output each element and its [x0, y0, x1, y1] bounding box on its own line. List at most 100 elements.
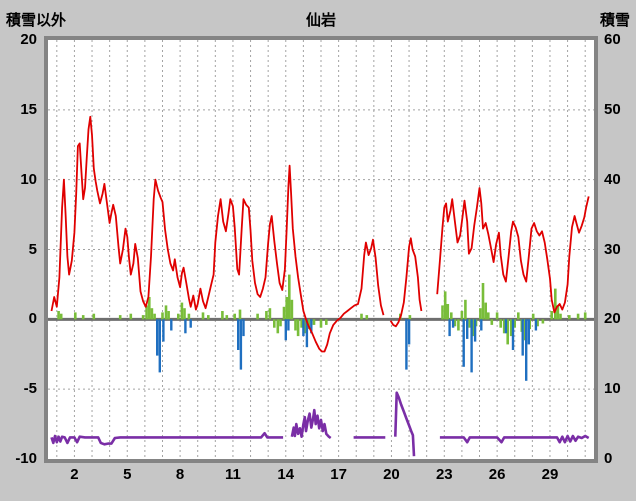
- green-bars-bar: [550, 311, 553, 320]
- blue-bars-bar: [156, 319, 159, 356]
- snow-depth-line: [50, 391, 590, 457]
- blue-bars-bar: [302, 319, 305, 337]
- green-bars-bar: [81, 315, 85, 320]
- x-tick-label: 11: [224, 466, 241, 483]
- green-bars-bar: [408, 315, 412, 320]
- x-tick-label: 2: [70, 466, 79, 483]
- x-tick-label: 17: [330, 466, 347, 483]
- x-tick-label: 29: [541, 466, 559, 483]
- green-bars-bar: [460, 311, 464, 320]
- green-bars-bar: [233, 313, 236, 320]
- green-bars-bar: [296, 319, 300, 337]
- chart-title: 仙岩: [305, 12, 336, 29]
- x-axis-ticks: 2 5 8 11 14 17 20 23 26 29: [0, 466, 636, 488]
- green-bars-bar: [583, 312, 587, 320]
- chart-plot: [48, 40, 594, 459]
- blue-bars-bar: [287, 319, 290, 331]
- green-bars-bar: [303, 319, 307, 334]
- y-axis-right-ticks: 60 50 40 30 20 10 0: [602, 0, 636, 501]
- green-bars-bar: [294, 319, 297, 331]
- green-bars-bar: [177, 313, 180, 320]
- green-bars-bar: [319, 319, 323, 328]
- blue-bars-bar: [162, 319, 165, 342]
- green-bars-bar: [487, 312, 490, 320]
- green-bars-bar: [74, 312, 77, 320]
- green-bars-bar: [57, 311, 60, 320]
- green-bars-bar: [568, 315, 571, 320]
- blue-bars-bar: [525, 319, 528, 381]
- green-bars-bar: [238, 309, 242, 320]
- left-axis-title: 積雪以外: [6, 12, 67, 29]
- green-bars-bar: [499, 319, 502, 328]
- blue-bars-bar: [242, 319, 245, 337]
- green-bars-bar: [531, 313, 535, 320]
- green-bars-bar: [472, 319, 475, 337]
- green-bars-bar: [161, 312, 164, 320]
- green-bars-bar: [360, 313, 363, 320]
- right-axis-title: 積雪: [599, 12, 630, 29]
- green-bars-bar: [517, 312, 520, 320]
- y-left-tick-label: 0: [28, 310, 37, 328]
- green-bars-bar: [506, 319, 509, 345]
- green-bars-bar: [325, 319, 328, 325]
- y-left-tick-label: 10: [20, 170, 37, 188]
- green-bars-bar: [187, 313, 191, 320]
- green-bars-bar: [207, 315, 210, 320]
- green-bars-bar: [556, 305, 560, 320]
- y-left-tick-label: -5: [23, 380, 37, 398]
- y-left-tick-label: 5: [28, 240, 37, 258]
- green-bars-bar: [268, 308, 272, 320]
- blue-bars-bar: [527, 319, 530, 345]
- green-bars-bar: [559, 313, 562, 320]
- y-right-tick-label: 40: [604, 170, 621, 188]
- green-bars-bar: [312, 319, 316, 325]
- green-bars-bar: [183, 308, 186, 320]
- green-bars-bar: [450, 312, 453, 320]
- green-bars-bar: [221, 311, 224, 320]
- green-bars-bar: [365, 315, 369, 320]
- green-bars-bar: [145, 305, 148, 320]
- green-bars-bar: [201, 312, 205, 320]
- green-bars-bar: [285, 297, 288, 320]
- x-tick-label: 5: [123, 466, 132, 483]
- y-left-tick-label: 15: [20, 100, 37, 118]
- green-bars-bar: [554, 288, 557, 320]
- y-right-tick-label: 0: [604, 450, 613, 467]
- blue-bars-bar: [189, 319, 192, 328]
- y-left-tick-label: 20: [20, 31, 37, 48]
- green-bars-bar: [265, 311, 268, 320]
- green-bars-bar: [279, 319, 282, 327]
- blue-bars-bar: [239, 319, 243, 370]
- blue-bars-bar: [237, 319, 240, 350]
- x-tick-label: 20: [383, 466, 400, 483]
- blue-bars-bar: [305, 319, 309, 348]
- x-tick-label: 8: [175, 466, 185, 483]
- green-bars-bar: [446, 304, 450, 320]
- green-bars-bar: [300, 319, 303, 328]
- green-bars-bar: [288, 274, 291, 320]
- blue-bars-bar: [504, 319, 508, 334]
- blue-bars-bar: [158, 319, 161, 373]
- green-bars-bar: [273, 319, 276, 328]
- green-bars-bar: [490, 319, 494, 325]
- blue-bars-bar: [470, 319, 473, 373]
- green-bars-bar: [576, 313, 580, 320]
- green-bars-bar: [129, 313, 133, 320]
- green-bars-bar: [509, 319, 513, 337]
- green-bars-bar: [513, 319, 516, 328]
- green-bars-bar: [453, 319, 457, 327]
- y-right-tick-label: 50: [604, 100, 621, 118]
- green-bars-bar: [141, 315, 145, 320]
- blue-bars-bar: [451, 319, 455, 328]
- green-bars-bar: [167, 311, 170, 320]
- blue-bars-bar: [521, 319, 524, 356]
- blue-bars-bar: [405, 319, 408, 370]
- blue-bars-bar: [473, 319, 477, 342]
- green-bars-bar: [225, 315, 229, 320]
- y-right-tick-label: 60: [604, 31, 621, 48]
- green-bars-bar: [479, 308, 482, 320]
- green-bars-bar: [118, 315, 122, 320]
- green-bars-bar: [502, 319, 506, 334]
- blue-bars-bar: [534, 319, 538, 331]
